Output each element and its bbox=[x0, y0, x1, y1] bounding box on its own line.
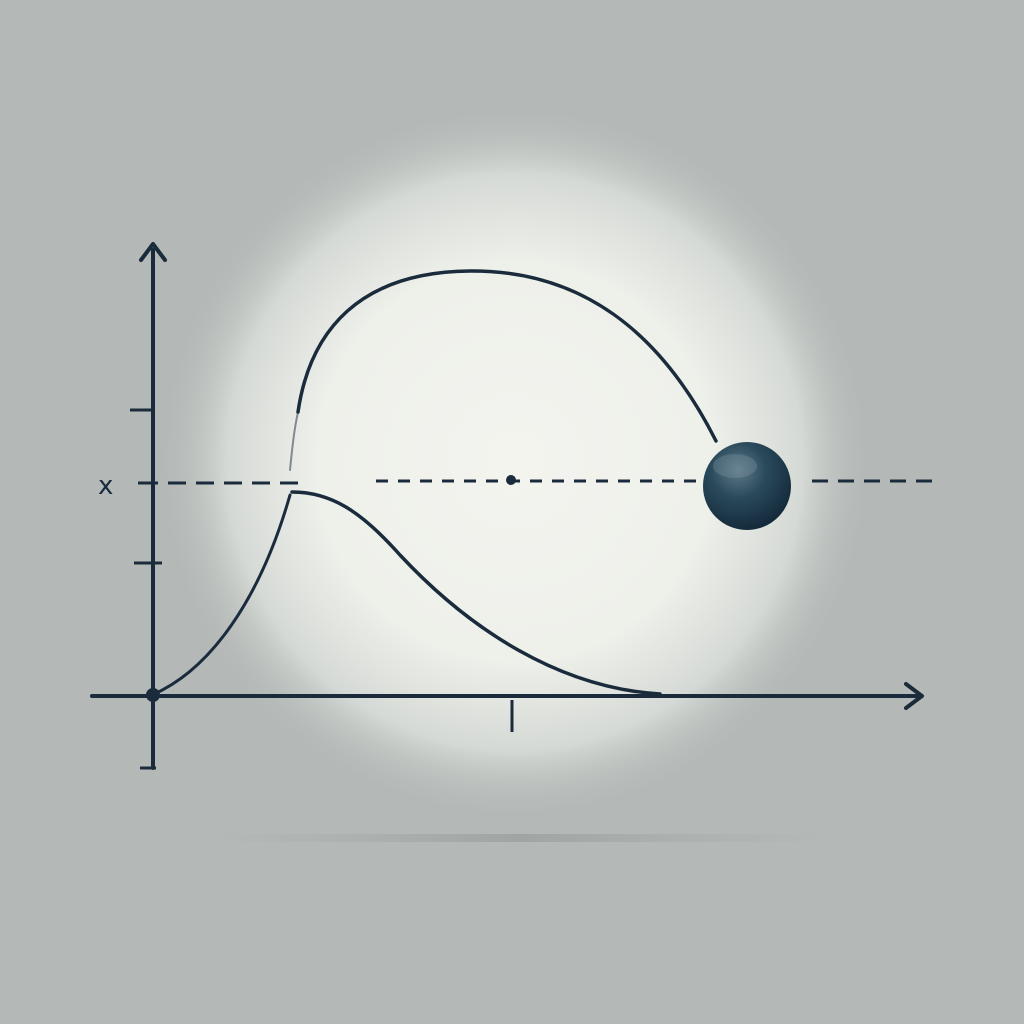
upper-arc-tail bbox=[289, 411, 299, 471]
background-glow bbox=[155, 102, 875, 822]
falling-curve bbox=[290, 490, 662, 696]
arrow-right-icon bbox=[904, 682, 924, 710]
rising-curve bbox=[150, 493, 292, 697]
upper-arc bbox=[296, 269, 718, 443]
y-axis-label: x bbox=[98, 471, 113, 501]
arrow-up-icon bbox=[139, 242, 167, 262]
sphere-icon bbox=[703, 442, 791, 530]
sphere-highlight bbox=[713, 454, 757, 478]
origin-point bbox=[146, 688, 160, 702]
midpoint-dot bbox=[506, 475, 516, 485]
ground-shadow bbox=[210, 834, 830, 842]
